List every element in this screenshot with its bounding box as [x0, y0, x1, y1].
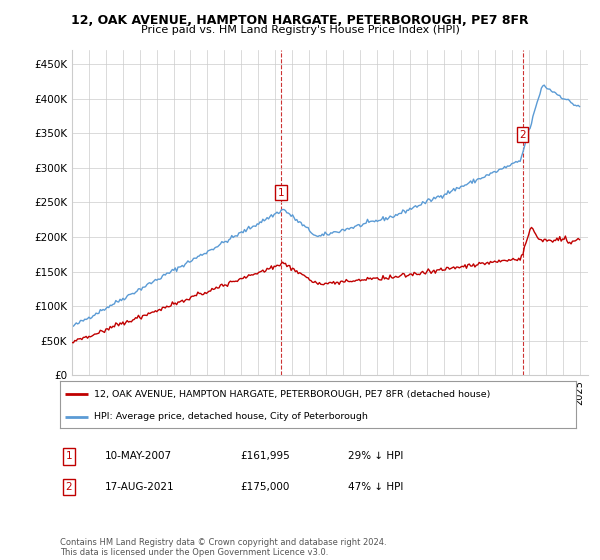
Text: 29% ↓ HPI: 29% ↓ HPI [348, 451, 403, 461]
Text: Price paid vs. HM Land Registry's House Price Index (HPI): Price paid vs. HM Land Registry's House … [140, 25, 460, 35]
Text: 2: 2 [65, 482, 73, 492]
Text: 47% ↓ HPI: 47% ↓ HPI [348, 482, 403, 492]
Text: 10-MAY-2007: 10-MAY-2007 [105, 451, 172, 461]
Text: 1: 1 [278, 188, 284, 198]
Text: 2: 2 [519, 129, 526, 139]
Text: 12, OAK AVENUE, HAMPTON HARGATE, PETERBOROUGH, PE7 8FR (detached house): 12, OAK AVENUE, HAMPTON HARGATE, PETERBO… [94, 390, 490, 399]
Text: 1: 1 [65, 451, 73, 461]
Text: 12, OAK AVENUE, HAMPTON HARGATE, PETERBOROUGH, PE7 8FR: 12, OAK AVENUE, HAMPTON HARGATE, PETERBO… [71, 14, 529, 27]
Text: £161,995: £161,995 [240, 451, 290, 461]
Text: £175,000: £175,000 [240, 482, 289, 492]
Text: 17-AUG-2021: 17-AUG-2021 [105, 482, 175, 492]
Text: HPI: Average price, detached house, City of Peterborough: HPI: Average price, detached house, City… [94, 412, 367, 421]
Text: Contains HM Land Registry data © Crown copyright and database right 2024.
This d: Contains HM Land Registry data © Crown c… [60, 538, 386, 557]
